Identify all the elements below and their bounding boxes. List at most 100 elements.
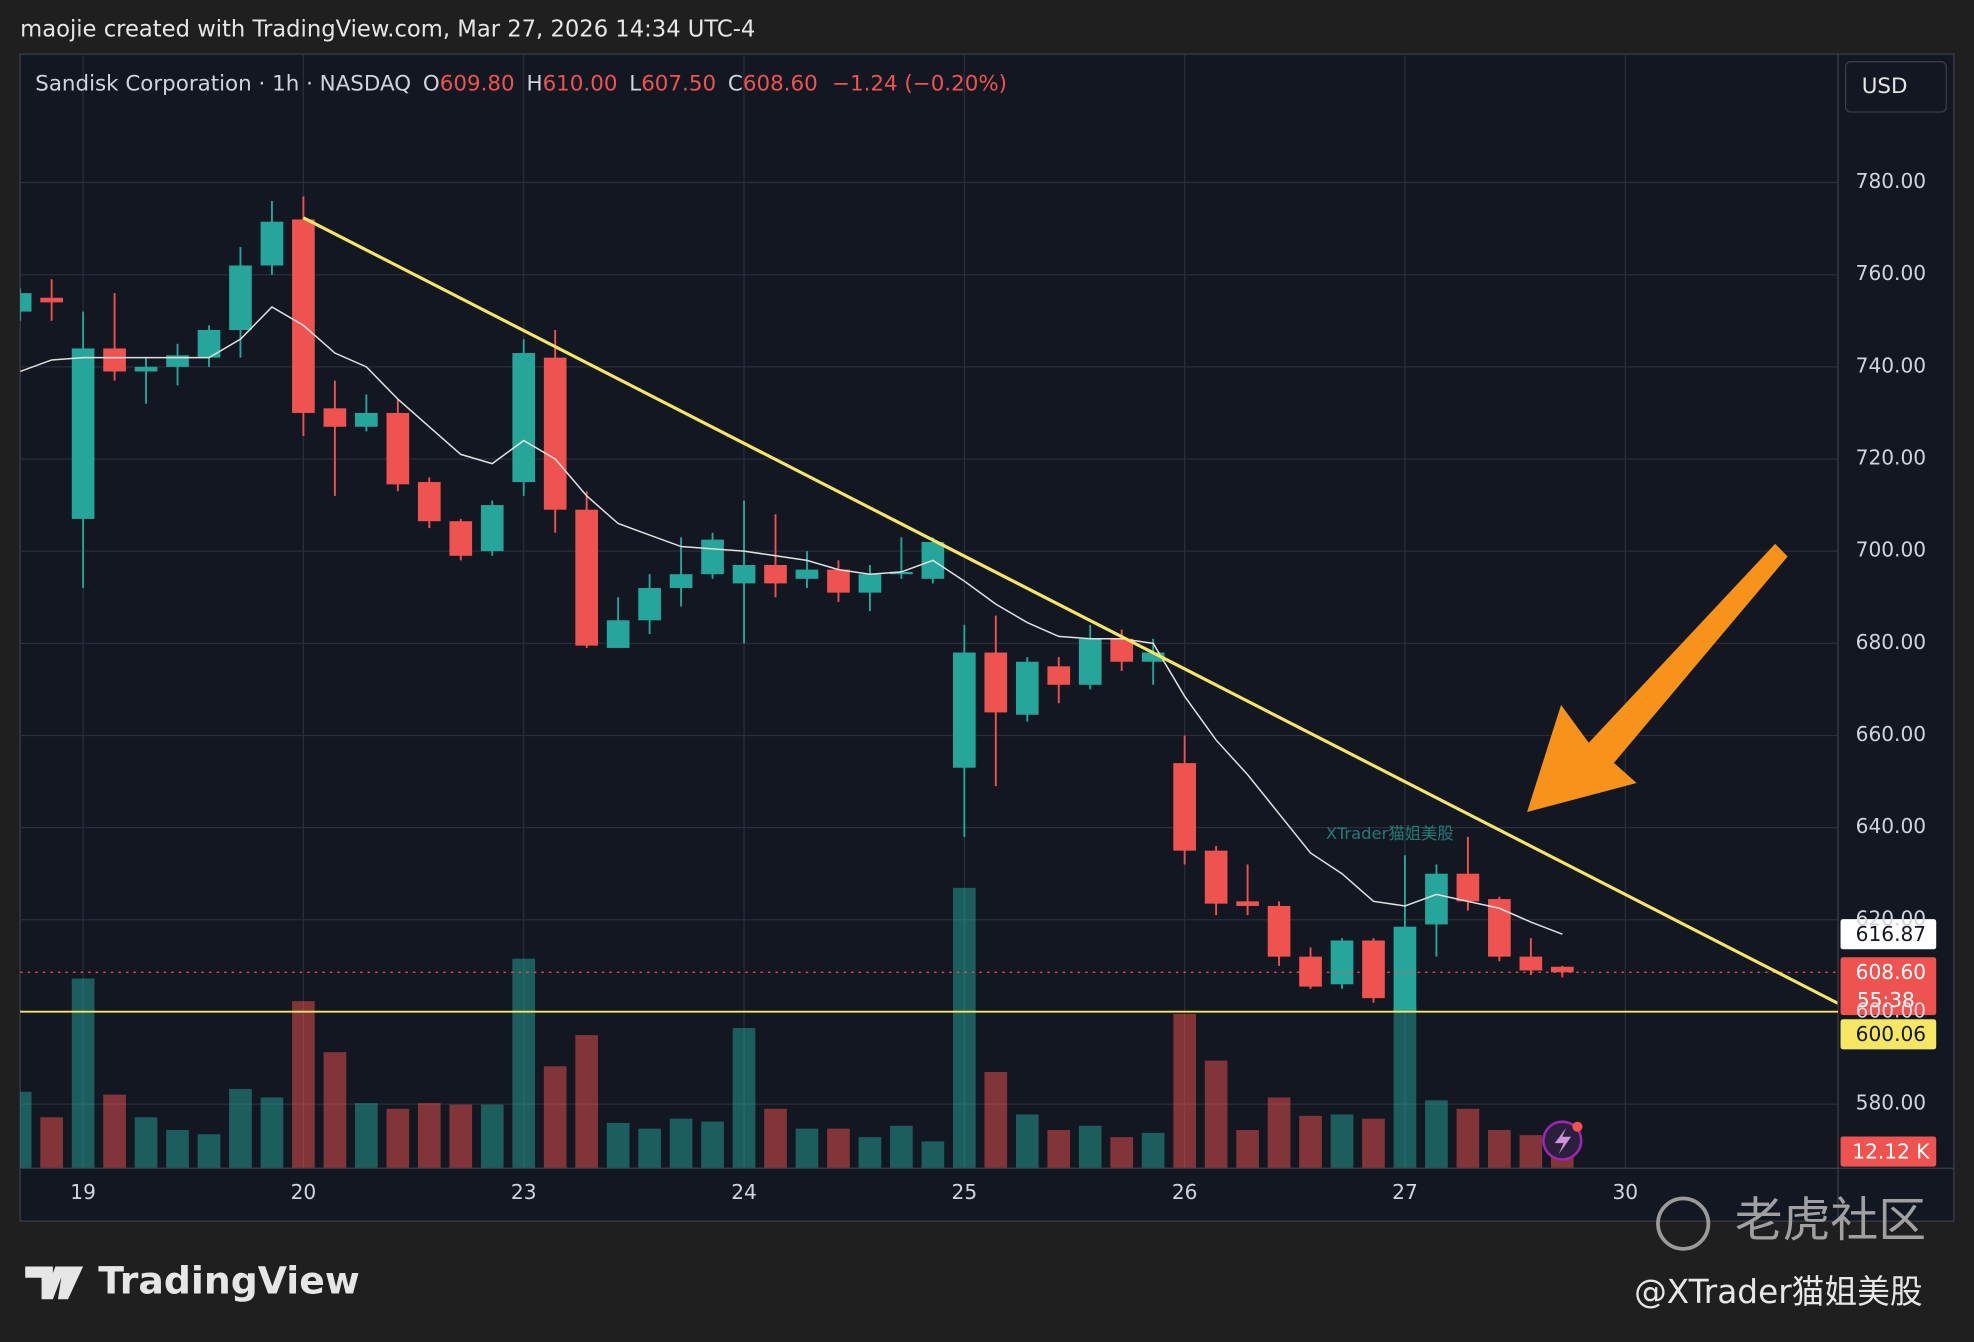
volume-bar xyxy=(1204,1060,1228,1169)
logo-mark xyxy=(25,1266,84,1300)
volume-bar xyxy=(984,1071,1008,1169)
candle-body xyxy=(417,482,441,522)
x-tick-label: 27 xyxy=(1392,1180,1418,1204)
candle-body xyxy=(890,571,913,575)
header: maojie created with TradingView.com, Mar… xyxy=(20,17,755,43)
volume-bar xyxy=(229,1088,252,1169)
ma-tag-label: 616.87 xyxy=(1856,922,1926,946)
candle-body xyxy=(764,564,787,584)
volume-bar xyxy=(795,1128,819,1169)
volume-bar xyxy=(890,1125,913,1169)
candle-body xyxy=(732,564,756,584)
y-tick-label: 660.00 xyxy=(1856,722,1926,746)
price-pane xyxy=(20,196,1839,1012)
candle-body xyxy=(1141,652,1165,662)
candle-body xyxy=(1078,638,1102,685)
currency-button[interactable] xyxy=(1844,61,1947,113)
volume-bar xyxy=(417,1103,441,1169)
support-tag-label: 600.06 xyxy=(1856,1022,1926,1046)
volume-bar xyxy=(1425,1100,1448,1169)
volume-bar xyxy=(1141,1132,1165,1169)
legend-change: −1.24 (−0.20%) xyxy=(832,71,1007,96)
trend-line xyxy=(302,216,1839,1005)
volume-bar xyxy=(449,1104,473,1169)
volume-bar xyxy=(1519,1135,1543,1169)
volume-pane xyxy=(20,887,1574,1169)
candle-body xyxy=(103,348,126,372)
volume-bar xyxy=(1393,1003,1417,1169)
candle-body xyxy=(1047,666,1071,685)
volume-bar xyxy=(732,1028,756,1169)
legend-open: 609.80 xyxy=(440,71,515,96)
volume-bar xyxy=(134,1117,158,1169)
y-tick-label: 720.00 xyxy=(1856,446,1926,470)
volume-bar xyxy=(543,1066,567,1169)
logo-text: TradingView xyxy=(98,1258,360,1302)
currency: USD xyxy=(1862,74,1908,99)
price-tag-countdown: 55:38 xyxy=(1857,988,1915,1012)
y-tick-label: 640.00 xyxy=(1856,814,1926,838)
volume-tag-label: 12.12 K xyxy=(1852,1139,1930,1163)
price-tag xyxy=(1840,957,1937,1016)
candle-body xyxy=(953,652,976,768)
volume-bar xyxy=(1047,1130,1071,1169)
volume-bar xyxy=(166,1130,189,1169)
volume-bar xyxy=(1110,1137,1134,1169)
legend-c-label: C xyxy=(728,71,743,96)
candle-body xyxy=(795,569,819,579)
footer-author: @XTrader猫姐美股 xyxy=(1634,1273,1922,1311)
candle-body xyxy=(1204,850,1228,904)
candle-body xyxy=(229,265,252,330)
volume-bar xyxy=(512,958,536,1169)
volume-bar xyxy=(1330,1114,1354,1169)
candle-body xyxy=(701,539,724,575)
candle-body xyxy=(543,357,567,510)
alert-bolt xyxy=(1554,1127,1572,1155)
legend: Sandisk Corporation · 1h · NASDAQ O609.8… xyxy=(35,71,1007,96)
candle-body xyxy=(355,412,378,427)
support-tag xyxy=(1840,1019,1937,1050)
alert-dot xyxy=(1572,1121,1583,1132)
x-tick-label: 30 xyxy=(1612,1180,1638,1204)
candle-body xyxy=(669,574,693,589)
x-tick-label: 23 xyxy=(511,1180,537,1204)
volume-bar xyxy=(1299,1115,1322,1169)
candle-body xyxy=(1299,956,1322,987)
y-tick-label: 620.00 xyxy=(1856,906,1926,930)
ma-tag xyxy=(1840,919,1937,950)
candle-body xyxy=(1173,763,1196,851)
volume-bar xyxy=(1236,1130,1259,1169)
y-tick-label: 580.00 xyxy=(1856,1091,1926,1115)
volume-bar xyxy=(480,1104,504,1169)
candle-body xyxy=(1393,926,1417,1012)
volume-bar xyxy=(1015,1114,1039,1169)
candle-body xyxy=(197,329,221,358)
candle-body xyxy=(166,355,189,367)
candle-body xyxy=(1362,940,1385,999)
volume-bar xyxy=(1488,1130,1511,1169)
x-tick-label: 26 xyxy=(1172,1180,1198,1204)
x-tick-label: 19 xyxy=(70,1180,96,1204)
candle-body xyxy=(1236,901,1259,906)
volume-bar xyxy=(858,1137,882,1169)
volume-bar xyxy=(953,887,976,1169)
legend-l-label: L xyxy=(629,71,641,96)
legend-close: 608.60 xyxy=(743,71,818,96)
candle-body xyxy=(984,652,1008,713)
candle-body xyxy=(480,505,504,552)
candle-body xyxy=(858,574,882,593)
volume-bar xyxy=(669,1118,693,1169)
volume-bar xyxy=(606,1122,630,1169)
candle-body xyxy=(1519,956,1543,971)
candle-body xyxy=(323,408,347,427)
volume-bar xyxy=(197,1134,221,1169)
volume-bar xyxy=(103,1094,126,1169)
logo: TradingView xyxy=(25,1258,360,1302)
volume-bar xyxy=(701,1121,724,1169)
candle-body xyxy=(260,221,284,266)
volume-bar xyxy=(1456,1108,1480,1169)
candle-body xyxy=(20,293,32,312)
candle-body xyxy=(386,412,410,485)
legend-low: 607.50 xyxy=(641,71,716,96)
